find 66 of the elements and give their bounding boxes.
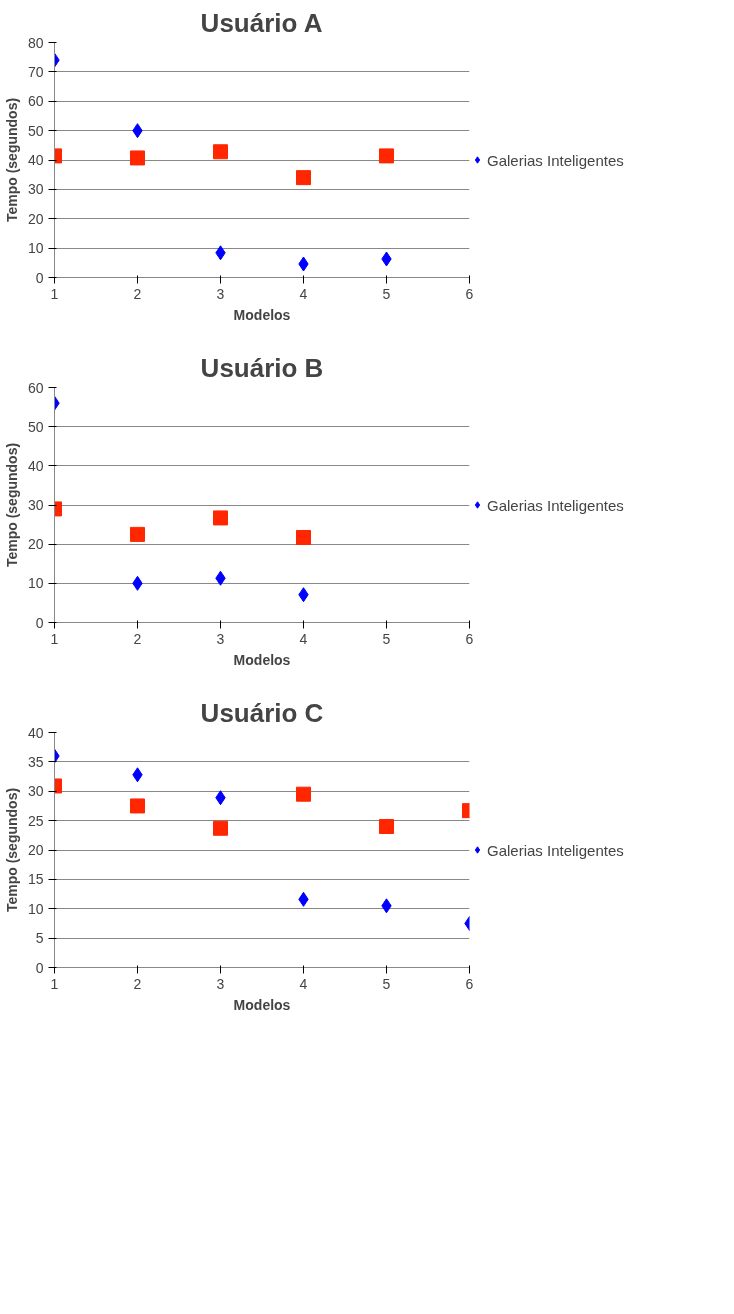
x-tick-label: 2 [133,630,142,647]
y-tick-label: 30 [27,783,44,800]
x-tick-label: 3 [216,285,225,302]
y-tick-label: 10 [27,240,44,257]
y-tick-label: 10 [27,900,44,917]
x-axis-title: Modelos [233,306,291,323]
chart-title: Usuário A [200,7,323,38]
point [130,150,145,166]
point [296,786,311,802]
y-tick-label: 5 [35,930,44,947]
y-tick-label: 20 [27,210,44,227]
y-axis-title: Tempo (segundos) [3,442,20,568]
x-axis-title: Modelos [233,651,291,668]
x-tick-label: 6 [465,285,474,302]
point [213,510,228,526]
point [213,820,228,836]
x-tick-label: 1 [50,630,59,647]
y-tick-label: 20 [27,536,44,553]
point [379,819,394,834]
point [379,148,394,164]
y-tick-label: 35 [27,753,44,770]
y-tick-label: 0 [35,959,44,976]
y-tick-label: 30 [27,181,44,198]
point [296,530,311,546]
point [296,170,311,186]
y-tick-label: 20 [27,842,44,858]
y-tick-label: 80 [27,34,44,51]
x-tick-label: 4 [299,285,308,302]
y-tick-label: 50 [27,418,44,435]
x-tick-label: 3 [216,975,225,992]
x-tick-label: 5 [382,975,391,992]
y-tick-label: 70 [27,63,44,80]
x-axis-title: Modelos [233,996,291,1013]
legend-label: Galerias Inteligentes [487,151,624,168]
y-tick-label: 15 [27,871,44,888]
y-axis-title: Tempo (segundos) [3,787,20,913]
x-tick-label: 1 [50,285,59,302]
x-tick-label: 2 [133,975,142,992]
y-tick-label: 10 [27,575,44,592]
point [213,144,228,160]
y-tick-label: 40 [27,457,44,474]
y-tick-label: 25 [27,812,44,829]
x-tick-label: 6 [465,630,474,647]
y-tick-label: 0 [35,269,44,286]
x-tick-label: 2 [133,285,142,302]
y-tick-label: 60 [27,93,44,110]
legend-label: Galerias Inteligentes [487,841,624,858]
x-tick-label: 4 [299,975,308,992]
y-tick-label: 50 [27,122,44,139]
y-axis-title: Tempo (segundos) [3,97,20,223]
chart-title: Usuário B [200,352,324,383]
point [130,798,145,814]
x-tick-label: 5 [382,630,391,647]
x-tick-label: 6 [465,975,474,992]
y-tick-label: 40 [27,724,44,741]
point [130,526,145,542]
y-tick-label: 60 [27,379,44,396]
x-tick-label: 1 [50,975,59,992]
legend-label: Galerias Inteligentes [487,496,624,513]
y-tick-label: 40 [27,152,44,168]
x-tick-label: 5 [382,285,391,302]
x-tick-label: 4 [299,630,308,647]
y-tick-label: 30 [27,497,44,513]
y-tick-label: 0 [35,614,44,631]
chart-title: Usuário C [200,697,324,728]
x-tick-label: 3 [216,630,225,647]
